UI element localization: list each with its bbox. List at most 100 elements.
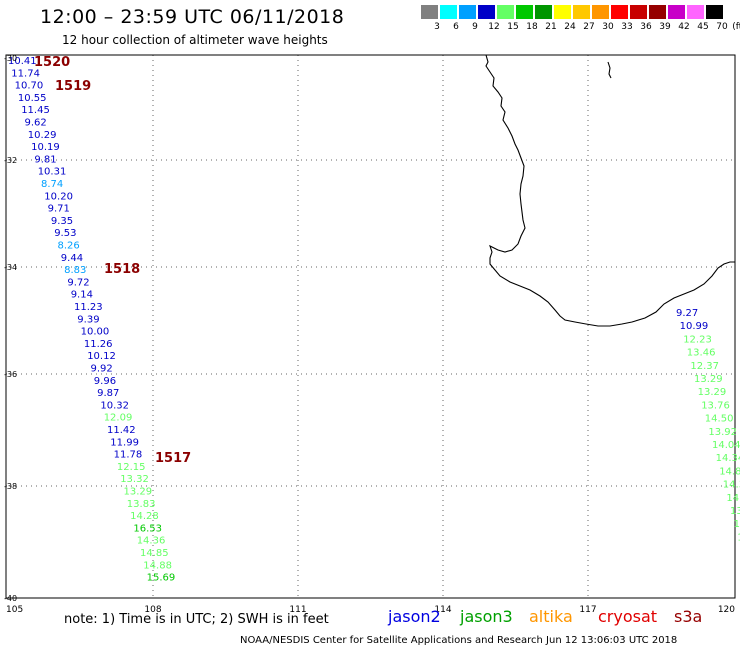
wave-height-value: 13.29 [698,387,727,398]
longitude-label: 120 [718,605,735,615]
color-scale-tick: 3 [434,22,440,32]
color-swatch [687,5,704,19]
color-scale-tick: 9 [472,22,478,32]
color-scale-tick: 42 [678,22,690,32]
wave-height-value: 1 [737,532,740,543]
wave-height-value: 12.37 [690,361,719,372]
wave-height-value: 13.29 [694,374,723,385]
color-scale-tick: 21 [545,22,557,32]
wave-height-value: 10.41 [8,56,37,67]
wave-height-value: 8.26 [58,241,80,252]
orbit-number-label: 1517 [155,451,191,466]
longitude-label: 108 [144,605,161,615]
wave-height-value: 11.26 [84,339,113,350]
wave-height-value: 9.87 [97,388,119,399]
wave-height-value: 8.74 [41,179,63,190]
latitude-label: -30 [4,54,17,63]
color-scale-tick: 27 [583,22,595,32]
color-swatch [611,5,628,19]
legend-item-altika: altika [529,607,573,626]
color-scale-tick: 70 [716,22,728,32]
wave-height-value: 10.31 [38,167,67,178]
latitude-label: -36 [4,370,17,379]
color-swatch [554,5,571,19]
color-scale-tick: 39 [659,22,671,32]
wave-height-value: 9.81 [34,154,56,165]
color-swatch [421,5,438,19]
wave-height-value: 14. [726,493,740,504]
page-subtitle: 12 hour collection of altimeter wave hei… [62,33,328,47]
footer-note: note: 1) Time is in UTC; 2) SWH is in fe… [64,612,329,627]
wave-height-value: 10.19 [31,142,60,153]
latitude-label: -34 [4,263,17,272]
footer-credit: NOAA/NESDIS Center for Satellite Applica… [240,635,678,646]
wave-height-value: 10.12 [87,351,116,362]
color-swatch [440,5,457,19]
wave-height-value: 14.3 [723,480,740,491]
wave-height-value: 8.83 [64,265,86,276]
color-swatch [497,5,514,19]
wave-height-value: 14.88 [143,560,172,571]
coastline-islet [607,61,612,79]
wave-height-value: 13.76 [701,400,730,411]
wave-height-value: 10.55 [18,93,47,104]
wave-height-value: 9.96 [94,376,116,387]
color-scale-unit: (ft) [732,22,740,32]
wave-height-value: 9.92 [91,364,113,375]
wave-height-value: 10.32 [100,400,129,411]
legend-item-s3a: s3a [674,607,703,626]
wave-height-value: 10.29 [28,130,57,141]
color-swatch [478,5,495,19]
wave-height-value: 9.71 [48,204,70,215]
longitude-label: 117 [579,605,596,615]
wave-height-value: 12.23 [683,334,712,345]
wave-height-value: 13.92 [708,427,737,438]
legend-item-cryosat: cryosat [598,607,658,626]
wave-height-value: 15 [734,519,740,530]
longitude-label: 114 [434,605,451,615]
coastline-western-australia [485,54,735,327]
wave-height-value: 14.34 [716,453,740,464]
wave-height-value: 11.78 [114,450,143,461]
legend-item-jason3: jason3 [460,607,513,626]
wave-height-value: 9.39 [77,314,99,325]
color-scale-tick: 15 [507,22,519,32]
color-scale-tick: 18 [526,22,538,32]
color-scale-tick: 6 [453,22,459,32]
color-swatch [459,5,476,19]
wave-height-value: 9.44 [61,253,83,264]
latitude-label: -32 [4,156,17,165]
wave-height-value: 13. [730,506,740,517]
wave-height-value: 13.83 [127,499,156,510]
wave-height-value: 13.29 [124,487,153,498]
wave-height-value: 14.28 [130,511,159,522]
wave-height-value: 9.27 [676,308,698,319]
color-scale-tick: 24 [564,22,576,32]
wave-height-value: 9.72 [67,277,89,288]
wave-height-value: 9.14 [71,290,93,301]
map-frame [5,54,736,599]
wave-height-value: 9.62 [25,118,47,129]
wave-height-value: 14.50 [705,414,734,425]
wave-height-value: 10.70 [15,81,44,92]
wave-height-value: 14.8 [719,466,740,477]
color-swatch [649,5,666,19]
color-scale-tick: 45 [697,22,709,32]
wave-height-value: 11.23 [74,302,103,313]
longitude-label: 111 [289,605,306,615]
orbit-labels: 1520 1519 1518 1517 [34,55,191,466]
wave-height-value: 12.09 [104,413,133,424]
wave-height-value: 10.99 [680,321,709,332]
wave-height-value: 11.45 [21,105,50,116]
color-scale-tick: 33 [621,22,633,32]
orbit-number-label: 1518 [104,262,140,277]
wave-height-value: 13.32 [120,474,149,485]
wave-height-value: 14.04 [712,440,740,451]
wave-height-value: 13.46 [687,348,716,359]
wave-height-value: 14.36 [137,536,166,547]
lat-lon-grid [6,55,735,598]
longitude-label: 105 [6,605,23,615]
color-swatch [573,5,590,19]
color-swatch [706,5,723,19]
